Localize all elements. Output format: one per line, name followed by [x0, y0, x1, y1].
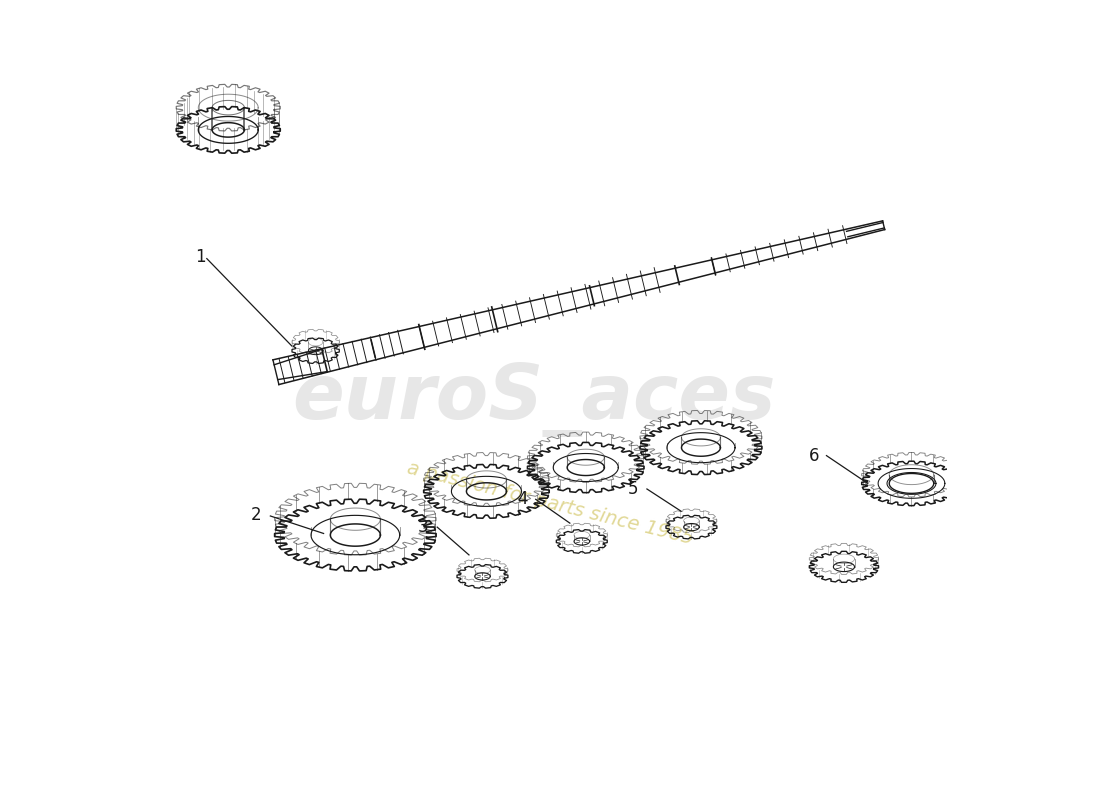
Text: euroS_aces: euroS_aces — [293, 362, 776, 438]
Polygon shape — [273, 221, 884, 385]
Text: a passion for parts since 1985: a passion for parts since 1985 — [405, 458, 695, 548]
Text: 1: 1 — [195, 248, 206, 266]
Text: 2: 2 — [251, 506, 262, 524]
Text: 4: 4 — [517, 490, 527, 508]
Text: 6: 6 — [808, 446, 820, 465]
Text: 5: 5 — [628, 480, 639, 498]
Text: 3: 3 — [418, 518, 428, 536]
